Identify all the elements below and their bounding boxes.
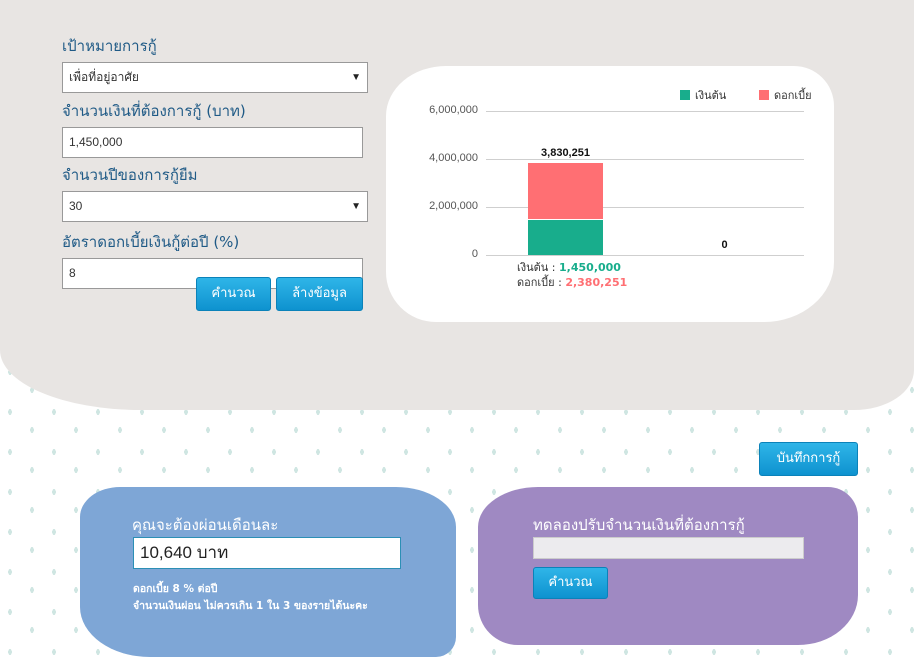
tooltip-principal: เงินต้น : 1,450,000 <box>517 258 621 276</box>
clear-button[interactable]: ล้างข้อมูล <box>276 277 363 311</box>
bar-total-label: 3,830,251 <box>541 147 590 160</box>
y-tick-label: 0 <box>471 248 478 260</box>
loan-form: เป้าหมายการกู้ เพื่อที่อยู่อาศัย ▼ จำนวน… <box>62 34 372 289</box>
adjust-title: ทดลองปรับจำนวนเงินที่ต้องการกู้ <box>533 516 745 534</box>
purpose-select[interactable]: เพื่อที่อยู่อาศัย ▼ <box>62 62 368 93</box>
gridline <box>486 255 804 256</box>
years-label: จำนวนปีของการกู้ยืม <box>62 166 198 184</box>
payment-advice: จำนวนเงินผ่อน ไม่ควรเกิน 1 ใน 3 ของรายได… <box>133 600 368 612</box>
tooltip-interest-label: ดอกเบี้ย : <box>517 276 562 289</box>
purpose-label: เป้าหมายการกู้ <box>62 37 157 55</box>
monthly-unit: บาท <box>196 543 229 562</box>
monthly-amount: 10,640 <box>140 543 192 562</box>
monthly-title: คุณจะต้องผ่อนเดือนละ <box>132 516 279 534</box>
adjust-amount-card: ทดลองปรับจำนวนเงินที่ต้องการกู้ คำนวณ <box>478 487 858 645</box>
interest-note: ดอกเบี้ย 8 % ต่อปี <box>133 583 218 595</box>
chevron-down-icon: ▼ <box>351 72 361 83</box>
monthly-amount-box: 10,640 บาท <box>133 537 401 569</box>
gridline <box>486 207 804 208</box>
y-tick-label: 4,000,000 <box>429 152 478 164</box>
y-tick-label: 2,000,000 <box>429 200 478 212</box>
legend-interest[interactable]: ดอกเบี้ย <box>759 86 812 104</box>
legend-interest-swatch <box>759 90 769 100</box>
adjust-calculate-button[interactable]: คำนวณ <box>533 567 608 599</box>
legend-interest-label: ดอกเบี้ย <box>774 89 812 102</box>
years-value: 30 <box>69 199 83 213</box>
legend-principal[interactable]: เงินต้น <box>680 86 726 104</box>
years-select[interactable]: 30 ▼ <box>62 191 368 222</box>
tooltip-interest: ดอกเบี้ย : 2,380,251 <box>517 273 627 291</box>
gridline <box>486 159 804 160</box>
legend-principal-label: เงินต้น <box>695 89 727 102</box>
chart-card: เงินต้น ดอกเบี้ย 0 2,000,000 4,000,000 6,00… <box>386 66 834 322</box>
chevron-down-icon: ▼ <box>351 201 361 212</box>
gridline <box>486 111 804 112</box>
tooltip-principal-value: 1,450,000 <box>559 261 621 274</box>
bar-principal[interactable] <box>528 220 603 255</box>
calculate-button[interactable]: คำนวณ <box>196 277 271 311</box>
bar-total-label: 0 <box>721 239 728 251</box>
tooltip-interest-value: 2,380,251 <box>565 276 628 289</box>
legend-principal-swatch <box>680 90 690 100</box>
amount-label: จำนวนเงินที่ต้องการกู้ (บาท) <box>62 102 246 120</box>
adjust-amount-input[interactable] <box>533 537 804 559</box>
amount-input[interactable]: 1,450,000 <box>62 127 363 158</box>
y-tick-label: 6,000,000 <box>429 104 478 116</box>
save-loan-button[interactable]: บันทึกการกู้ <box>759 442 858 476</box>
monthly-payment-card: คุณจะต้องผ่อนเดือนละ 10,640 บาท ดอกเบี้ย… <box>80 487 456 657</box>
rate-label: อัตราดอกเบี้ยเงินกู้ต่อปี (%) <box>62 233 240 251</box>
bar-interest[interactable] <box>528 163 603 221</box>
purpose-value: เพื่อที่อยู่อาศัย <box>69 70 139 84</box>
tooltip-principal-label: เงินต้น : <box>517 261 556 274</box>
